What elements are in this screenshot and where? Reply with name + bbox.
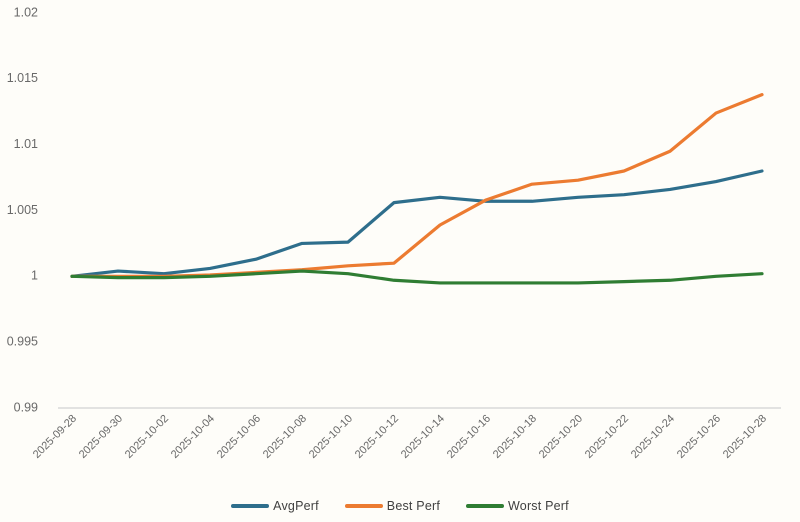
- line-chart-plot: 1.021.0151.011.00510.9950.992025-09-2820…: [7, 5, 781, 461]
- x-axis-tick-label: 2025-10-24: [629, 413, 677, 461]
- legend-item-best-perf: Best Perf: [344, 499, 441, 513]
- x-axis-tick-label: 2025-10-14: [399, 413, 447, 461]
- x-axis-tick-label: 2025-09-30: [77, 413, 125, 461]
- series-line-worst-perf: [70, 269, 764, 285]
- series-line-best-perf: [70, 93, 764, 278]
- x-axis-tick-label: 2025-10-22: [583, 413, 631, 461]
- x-axis-tick-label: 2025-10-06: [215, 413, 263, 461]
- legend-label: AvgPerf: [273, 499, 319, 513]
- legend-label: Worst Perf: [508, 499, 569, 513]
- legend-marker-icon: [344, 504, 383, 508]
- x-axis-tick-label: 2025-10-20: [537, 413, 585, 461]
- legend-item-worst-perf: Worst Perf: [466, 499, 569, 513]
- x-axis-tick-label: 2025-10-12: [353, 413, 401, 461]
- x-axis-tick-label: 2025-10-04: [169, 413, 217, 461]
- x-axis-tick-label: 2025-10-10: [307, 413, 355, 461]
- y-axis-tick-label: 1.01: [14, 137, 38, 151]
- y-axis-tick-label: 1.02: [14, 5, 38, 19]
- y-axis-tick-label: 1.015: [7, 71, 38, 85]
- y-axis-tick-label: 0.995: [7, 334, 38, 348]
- x-axis-tick-label: 2025-10-16: [445, 413, 493, 461]
- chart-legend: AvgPerf Best Perf Worst Perf: [0, 494, 800, 518]
- legend-marker-icon: [231, 504, 270, 508]
- x-axis-tick-label: 2025-10-18: [491, 413, 539, 461]
- legend-marker-icon: [466, 504, 505, 508]
- x-axis-tick-label: 2025-10-26: [675, 413, 723, 461]
- y-axis-tick-label: 1: [31, 269, 38, 283]
- series-line-avgperf: [70, 169, 764, 278]
- legend-label: Best Perf: [386, 499, 441, 513]
- x-axis-tick-label: 2025-10-28: [721, 413, 769, 461]
- legend-item-avgperf: AvgPerf: [231, 499, 319, 513]
- y-axis-tick-label: 1.005: [7, 203, 38, 217]
- y-axis-tick-label: 0.99: [14, 400, 38, 414]
- x-axis-tick-label: 2025-10-08: [261, 413, 309, 461]
- x-axis-tick-label: 2025-10-02: [123, 413, 171, 461]
- x-axis-tick-label: 2025-09-28: [31, 413, 79, 461]
